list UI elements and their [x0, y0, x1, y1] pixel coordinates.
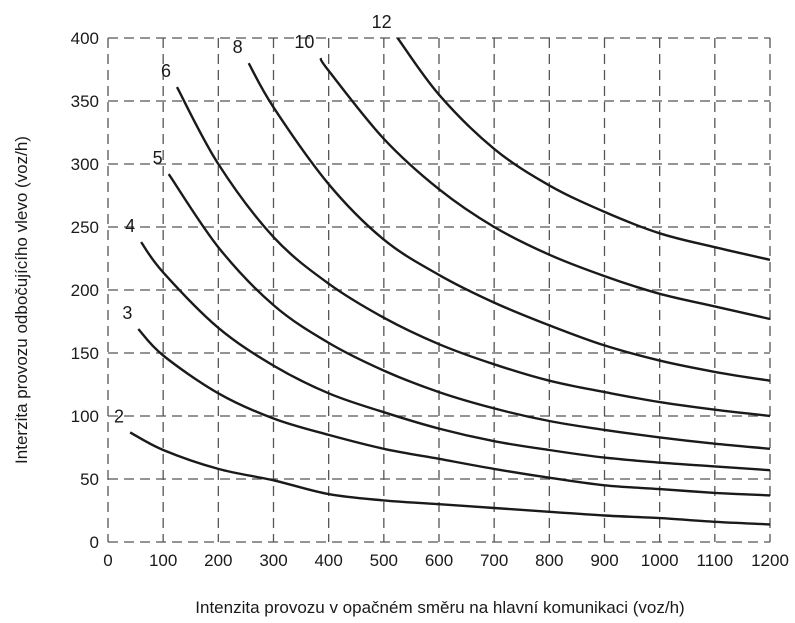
y-tick-label: 200	[71, 281, 99, 300]
series-label-4: 4	[125, 216, 135, 236]
y-tick-label: 250	[71, 218, 99, 237]
series-label-8: 8	[233, 37, 243, 57]
series-label-6: 6	[161, 61, 171, 81]
x-axis-title: Intenzita provozu v opačném směru na hla…	[195, 598, 684, 617]
series-line-5	[167, 173, 771, 450]
x-tick-label: 300	[259, 551, 287, 570]
x-tick-label: 200	[204, 551, 232, 570]
series-line-12	[396, 37, 771, 261]
series-line-8	[247, 62, 771, 382]
y-tick-label: 0	[90, 533, 99, 552]
y-tick-label: 150	[71, 344, 99, 363]
series-label-10: 10	[294, 32, 314, 52]
series-label-12: 12	[372, 12, 392, 32]
series-line-6	[175, 86, 771, 418]
x-tick-label: 500	[370, 551, 398, 570]
x-tick-label: 1200	[751, 551, 789, 570]
x-tick-label: 0	[103, 551, 112, 570]
x-tick-label: 100	[149, 551, 177, 570]
curves	[129, 37, 771, 526]
x-tick-labels: 0 100 200 300 400 500 600 700 800 900 1000 1100 1200	[103, 551, 789, 570]
x-tick-label: 900	[590, 551, 618, 570]
x-tick-label: 800	[535, 551, 563, 570]
series-label-5: 5	[153, 148, 163, 168]
y-tick-label: 300	[71, 155, 99, 174]
series-line-4	[140, 241, 771, 472]
y-tick-labels: 0 50 100 150 200 250 300 350 400	[71, 29, 99, 552]
x-tick-label: 600	[425, 551, 453, 570]
x-tick-label: 700	[480, 551, 508, 570]
x-tick-label: 1000	[641, 551, 679, 570]
y-axis-title: Interzita provozu odbočujícího vlevo (vo…	[12, 136, 31, 464]
x-tick-label: 1100	[697, 551, 734, 570]
x-tick-label: 400	[314, 551, 342, 570]
series-label-3: 3	[122, 303, 132, 323]
curve-labels: 2 3 4 5 6 8 10 12	[114, 12, 392, 426]
series-line-2	[129, 431, 771, 526]
y-tick-label: 400	[71, 29, 99, 48]
y-tick-label: 100	[71, 407, 99, 426]
y-tick-label: 350	[71, 92, 99, 111]
series-line-3	[137, 328, 771, 497]
y-tick-label: 50	[80, 470, 99, 489]
series-label-2: 2	[114, 406, 124, 426]
series-line-10	[319, 57, 771, 321]
